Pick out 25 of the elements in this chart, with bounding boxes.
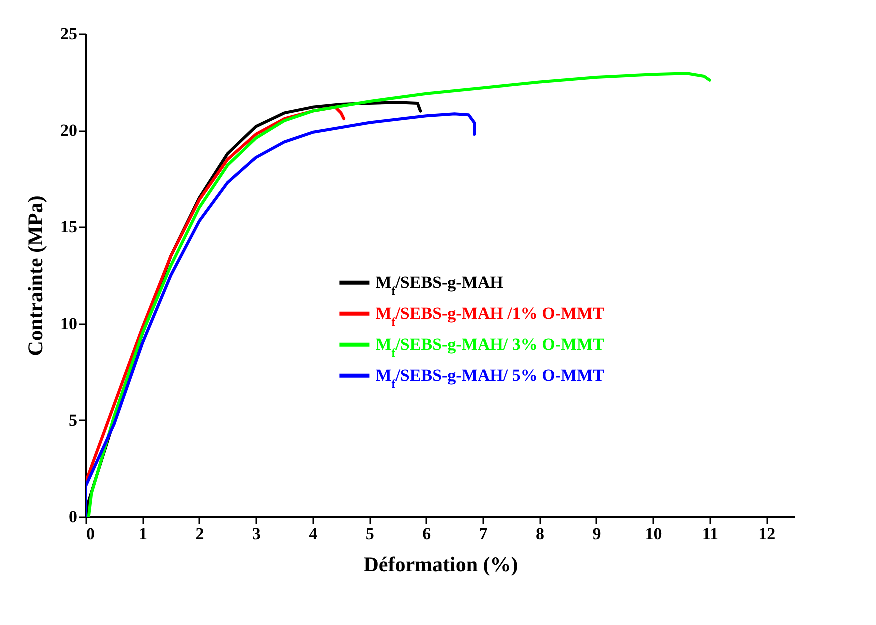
y-tick-label: 20 xyxy=(60,121,78,140)
legend-label: M$_{f}$/SEBS-g-MAH/ 5% O-MMT xyxy=(376,366,606,391)
y-tick-label: 10 xyxy=(60,314,78,334)
y-axis-title: Contrainte (MPa) xyxy=(24,196,48,356)
x-tick-label: 7 xyxy=(479,524,488,544)
y-tick-label: 5 xyxy=(69,410,78,430)
x-tick-label: 12 xyxy=(758,524,776,544)
x-tick-label: 10 xyxy=(645,524,662,544)
y-tick-label: 25 xyxy=(60,24,78,44)
x-tick-label: 5 xyxy=(366,524,374,544)
y-tick-label: 0 xyxy=(69,508,78,526)
x-tick-label: 9 xyxy=(592,524,602,544)
x-axis-title: Déformation (%) xyxy=(364,552,518,576)
y-tick-label: 15 xyxy=(60,218,78,237)
x-tick-label: 1 xyxy=(138,524,148,544)
legend-label: M$_{f}$/SEBS-g-MAH xyxy=(376,272,504,298)
legend-label: M$_{f}$/SEBS-g-MAH/ 3% O-MMT xyxy=(376,334,606,360)
x-tick-label: 2 xyxy=(196,524,204,544)
x-tick-label: 3 xyxy=(252,524,261,544)
x-tick-label: 4 xyxy=(309,524,318,544)
x-tick-label: 6 xyxy=(422,524,432,544)
x-tick-label: 8 xyxy=(536,524,545,544)
legend-label: M$_{f}$/SEBS-g-MAH /1% O-MMT xyxy=(376,304,606,329)
x-tick-label: 0 xyxy=(86,524,95,544)
x-tick-label: 11 xyxy=(702,524,718,544)
